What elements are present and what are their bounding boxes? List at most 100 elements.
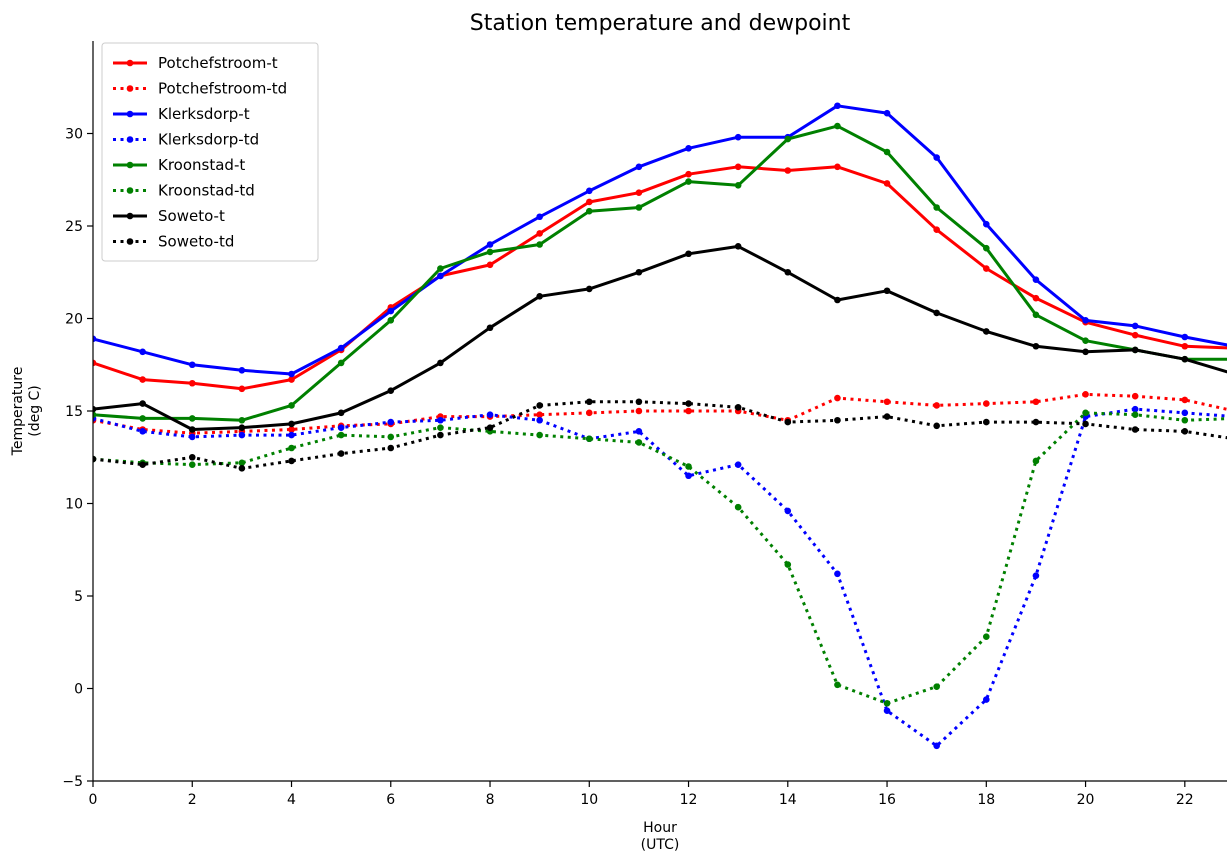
data-point [1033,343,1040,350]
data-point [1082,317,1089,324]
data-point [1182,417,1189,424]
data-point [536,402,543,409]
x-axis-label-line1: Hour [643,820,677,836]
data-point [1132,347,1139,354]
data-point [636,439,643,446]
data-point [1033,312,1040,319]
x-tick-label: 12 [680,792,698,808]
legend-marker [127,238,134,245]
data-point [834,102,841,109]
data-point [884,707,891,714]
data-point [189,454,196,461]
legend-label: Klerksdorp-td [158,131,259,149]
data-point [784,167,791,174]
data-point [586,188,593,195]
y-tick-label: 25 [65,219,83,235]
data-point [685,178,692,185]
legend-marker [127,187,134,194]
legend-marker [127,60,134,67]
data-point [387,308,394,315]
data-point [1182,428,1189,435]
data-point [139,415,146,422]
legend-marker [127,213,134,220]
series-line-kroonstad-td [93,413,1227,703]
data-point [884,700,891,707]
data-point [636,408,643,415]
data-point [189,415,196,422]
data-point [1033,458,1040,465]
data-point [884,149,891,156]
data-point [834,123,841,130]
legend-label: Kroonstad-t [158,156,245,174]
y-tick-label: 10 [65,497,83,513]
data-point [1182,334,1189,341]
data-point [735,461,742,468]
data-point [636,189,643,196]
legend-label: Potchefstroom-t [158,54,278,72]
data-point [387,445,394,452]
data-point [1082,349,1089,356]
data-point [1082,421,1089,428]
data-point [784,269,791,276]
data-point [1082,337,1089,344]
series-line-soweto-td [93,402,1227,469]
data-point [536,293,543,300]
data-point [983,245,990,252]
data-point [933,743,940,750]
data-point [437,432,444,439]
x-tick-label: 8 [486,792,495,808]
data-point [139,428,146,435]
data-point [735,243,742,250]
data-point [1082,391,1089,398]
data-point [239,432,246,439]
data-point [586,410,593,417]
data-point [1182,356,1189,363]
data-point [636,398,643,405]
x-tick-label: 6 [386,792,395,808]
data-point [288,458,295,465]
data-point [288,421,295,428]
data-point [784,561,791,568]
data-point [338,450,345,457]
data-point [933,310,940,317]
data-point [784,508,791,515]
data-point [189,426,196,433]
data-point [1132,426,1139,433]
data-point [784,136,791,143]
data-point [983,419,990,426]
data-point [884,413,891,420]
x-tick-label: 10 [580,792,598,808]
data-point [338,345,345,352]
data-point [487,241,494,248]
data-point [387,434,394,441]
data-point [437,424,444,431]
data-point [685,171,692,178]
data-point [437,360,444,367]
data-point [338,432,345,439]
data-point [1033,419,1040,426]
data-point [884,110,891,117]
y-axis-label-line1: Temperature [10,367,26,457]
data-point [586,208,593,215]
series-klerksdorp-td [90,406,1227,749]
data-point [189,434,196,441]
data-point [983,400,990,407]
data-point [834,417,841,424]
x-axis-label-line2: (UTC) [641,837,680,853]
data-point [487,324,494,331]
legend-marker [127,136,134,143]
data-point [983,221,990,228]
y-tick-label: 30 [65,127,83,143]
data-point [636,204,643,211]
data-point [685,145,692,152]
data-point [586,286,593,293]
data-point [735,182,742,189]
data-point [189,361,196,368]
data-point [189,461,196,468]
data-point [884,287,891,294]
data-point [387,419,394,426]
data-point [685,250,692,257]
x-tick-label: 20 [1077,792,1095,808]
data-point [834,571,841,578]
